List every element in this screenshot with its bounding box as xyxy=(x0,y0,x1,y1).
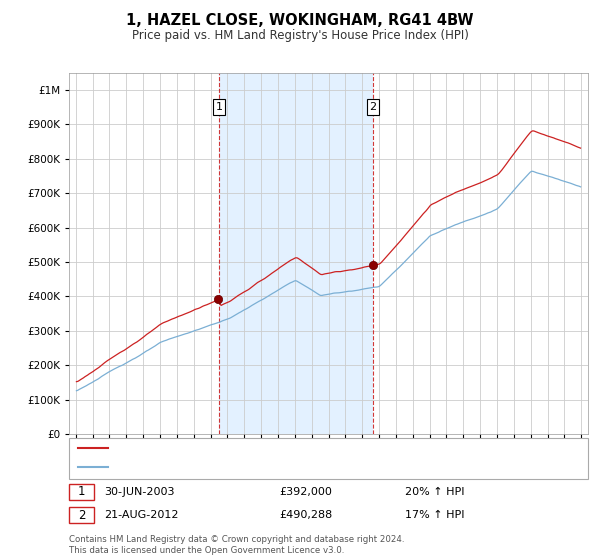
Text: £392,000: £392,000 xyxy=(279,487,332,497)
Text: 1, HAZEL CLOSE, WOKINGHAM, RG41 4BW: 1, HAZEL CLOSE, WOKINGHAM, RG41 4BW xyxy=(126,13,474,28)
Text: 20% ↑ HPI: 20% ↑ HPI xyxy=(405,487,464,497)
Text: 2: 2 xyxy=(370,102,377,112)
Text: 21-AUG-2012: 21-AUG-2012 xyxy=(104,510,178,520)
Text: 30-JUN-2003: 30-JUN-2003 xyxy=(104,487,175,497)
Text: Price paid vs. HM Land Registry's House Price Index (HPI): Price paid vs. HM Land Registry's House … xyxy=(131,29,469,42)
Text: Contains HM Land Registry data © Crown copyright and database right 2024.
This d: Contains HM Land Registry data © Crown c… xyxy=(69,535,404,555)
Text: 1: 1 xyxy=(78,485,85,498)
Text: 2: 2 xyxy=(78,508,85,522)
Text: 17% ↑ HPI: 17% ↑ HPI xyxy=(405,510,464,520)
Text: £490,288: £490,288 xyxy=(279,510,332,520)
Bar xyxy=(219,73,373,434)
Text: HPI: Average price, detached house, Wokingham: HPI: Average price, detached house, Woki… xyxy=(113,462,367,472)
Text: 1: 1 xyxy=(215,102,223,112)
Text: 1, HAZEL CLOSE, WOKINGHAM, RG41 4BW (detached house): 1, HAZEL CLOSE, WOKINGHAM, RG41 4BW (det… xyxy=(113,443,429,453)
